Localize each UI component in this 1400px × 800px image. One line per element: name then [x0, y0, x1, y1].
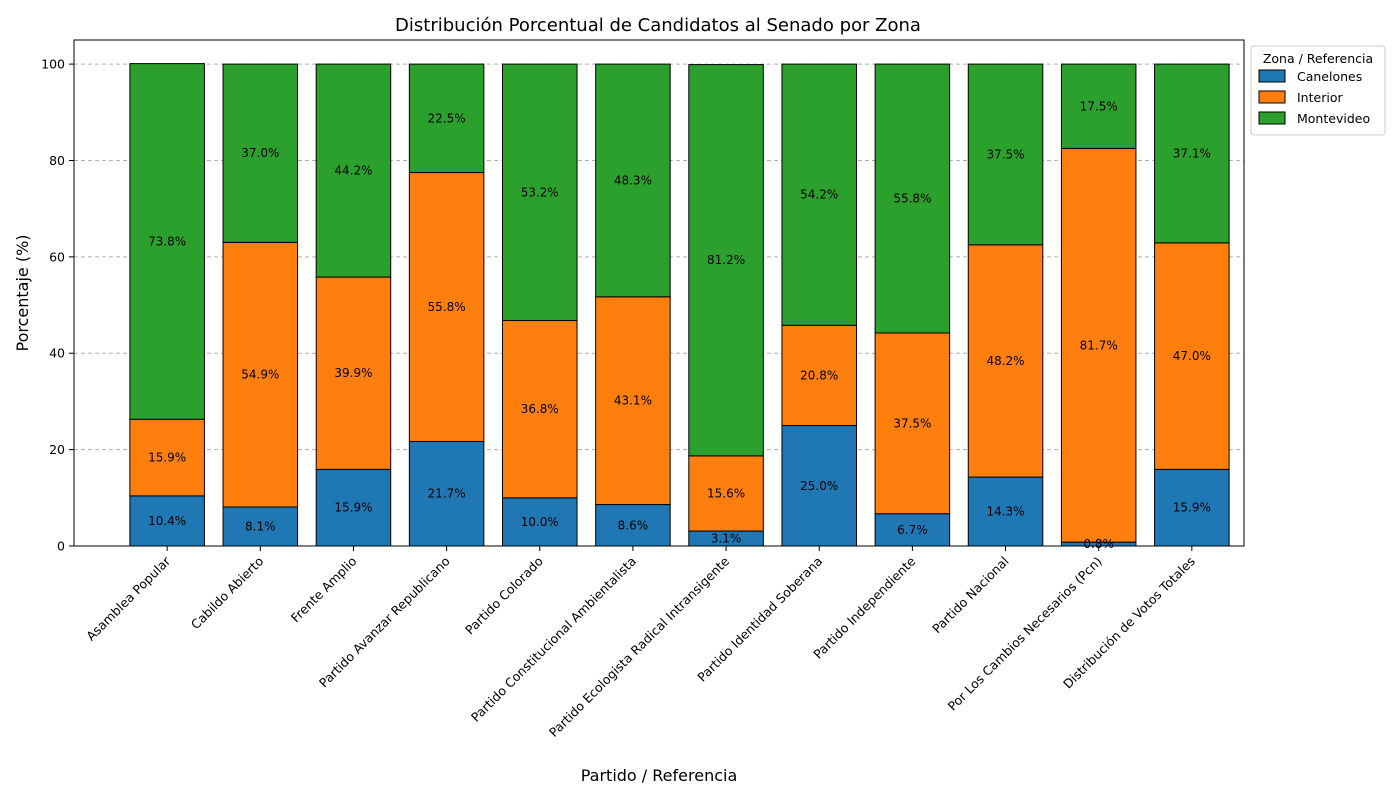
data-label: 37.5% — [893, 416, 931, 430]
legend-title: Zona / Referencia — [1263, 51, 1373, 66]
bars — [129, 63, 1230, 547]
data-label: 15.6% — [707, 486, 745, 500]
data-labels: 10.4% 15.9% 73.8% 8.1% 54.9% 37.0% 15.9% 39.9% 4… — [148, 99, 1211, 551]
x-tick-label: Asamblea Popular — [83, 553, 174, 644]
x-tick-label: Partido Colorado — [462, 554, 546, 638]
data-label: 8.6% — [618, 518, 649, 532]
bar-segment-canelones — [874, 513, 951, 547]
legend-swatch — [1258, 69, 1286, 83]
data-label: 48.3% — [614, 173, 652, 187]
data-label: 20.8% — [800, 368, 838, 382]
data-label: 39.9% — [334, 366, 372, 380]
bar-segment-montevideo — [874, 63, 951, 334]
bar-segment-montevideo — [408, 63, 485, 174]
data-label: 37.1% — [1173, 146, 1211, 160]
x-tick-label: Frente Amplio — [288, 554, 360, 626]
bar-segment-canelones — [781, 425, 857, 547]
data-label: 81.2% — [707, 253, 745, 267]
legend: Zona / Referencia Canelones Interior Monte… — [1250, 45, 1386, 136]
x-tick-label: Por Los Cambios Necesarios (Pcn) — [945, 554, 1105, 714]
x-tick-label: Partido Constitucional Ambientalista — [468, 554, 639, 725]
data-label: 73.8% — [148, 234, 186, 248]
x-tick-label: Partido Independiente — [810, 553, 918, 661]
data-label: 55.8% — [428, 300, 466, 314]
bar-segment-interior — [688, 455, 764, 532]
data-label: 36.8% — [521, 402, 559, 416]
y-tick-label: 80 — [49, 153, 65, 168]
y-axis-label: Porcentaje (%) — [13, 234, 32, 351]
data-label: 15.9% — [148, 451, 186, 465]
bar-segment-interior — [315, 276, 392, 470]
bar-segment-interior — [967, 244, 1044, 478]
bar-segment-montevideo — [1154, 63, 1230, 244]
legend-items: Canelones Interior Montevideo — [1258, 69, 1370, 126]
y-axis: 0 20 40 60 80 100 — [41, 57, 74, 554]
y-tick-label: 40 — [49, 346, 65, 361]
legend-swatch — [1258, 111, 1286, 125]
bar-segment-montevideo — [688, 64, 764, 457]
data-label: 48.2% — [986, 354, 1024, 368]
bar-segment-montevideo — [781, 63, 857, 326]
data-label: 47.0% — [1173, 349, 1211, 363]
bar-segment-interior — [129, 418, 205, 497]
bar-segment-montevideo — [222, 63, 299, 243]
plot-area-frame — [73, 39, 1245, 547]
data-label: 10.0% — [521, 515, 559, 529]
bar-segment-montevideo — [1060, 63, 1137, 149]
data-label: 37.5% — [986, 147, 1024, 161]
data-label: 17.5% — [1080, 99, 1118, 113]
data-label: 8.1% — [245, 519, 276, 533]
y-tick-label: 0 — [57, 539, 65, 554]
chart-title: Distribución Porcentual de Candidatos al… — [395, 15, 921, 36]
data-label: 25.0% — [800, 479, 838, 493]
x-tick-label: Cabildo Abierto — [188, 554, 267, 633]
legend-label: Montevideo — [1297, 111, 1370, 126]
data-label: 81.7% — [1080, 338, 1118, 352]
data-label: 21.7% — [428, 487, 466, 501]
bar-segment-montevideo — [315, 63, 392, 278]
data-label: 43.1% — [614, 394, 652, 408]
data-label: 10.4% — [148, 514, 186, 528]
bar-segment-montevideo — [595, 63, 671, 298]
legend-swatch — [1258, 90, 1286, 104]
legend-label: Canelones — [1297, 69, 1362, 84]
y-tick-label: 60 — [49, 249, 65, 264]
bar-segment-interior — [1060, 147, 1137, 543]
data-label: 3.1% — [711, 532, 742, 546]
bar-segment-interior — [1154, 242, 1230, 470]
bar-segment-canelones — [502, 497, 578, 547]
data-label: 44.2% — [334, 164, 372, 178]
data-label: 22.5% — [428, 111, 466, 125]
data-label: 6.7% — [897, 523, 928, 537]
bar-segment-montevideo — [967, 63, 1044, 246]
bar-segment-interior — [502, 319, 578, 499]
y-tick-label: 20 — [49, 442, 65, 457]
data-label: 54.9% — [241, 368, 279, 382]
data-label: 54.2% — [800, 188, 838, 202]
bar-segment-interior — [874, 332, 951, 515]
data-label: 0.8% — [1083, 537, 1114, 551]
bar-segment-interior — [781, 324, 857, 427]
x-axis-label: Partido / Referencia — [581, 766, 738, 785]
x-axis: Asamblea Popular Cabildo Abierto Frente Am… — [83, 546, 1198, 740]
data-label: 37.0% — [241, 146, 279, 160]
data-label: 15.9% — [334, 501, 372, 515]
x-tick-label: Partido Ecologista Radical Intransigente — [546, 553, 733, 740]
bar-segment-canelones — [408, 440, 485, 547]
bar-segment-interior — [595, 296, 671, 506]
data-label: 53.2% — [521, 185, 559, 199]
data-label: 15.9% — [1173, 501, 1211, 515]
data-label: 14.3% — [986, 505, 1024, 519]
bar-segment-montevideo — [502, 63, 578, 321]
bar-segment-montevideo — [129, 63, 205, 420]
x-tick-label: Partido Nacional — [929, 554, 1012, 637]
data-label: 55.8% — [893, 192, 931, 206]
y-tick-label: 100 — [41, 57, 65, 72]
legend-label: Interior — [1297, 90, 1343, 105]
bar-segment-canelones — [129, 495, 205, 547]
